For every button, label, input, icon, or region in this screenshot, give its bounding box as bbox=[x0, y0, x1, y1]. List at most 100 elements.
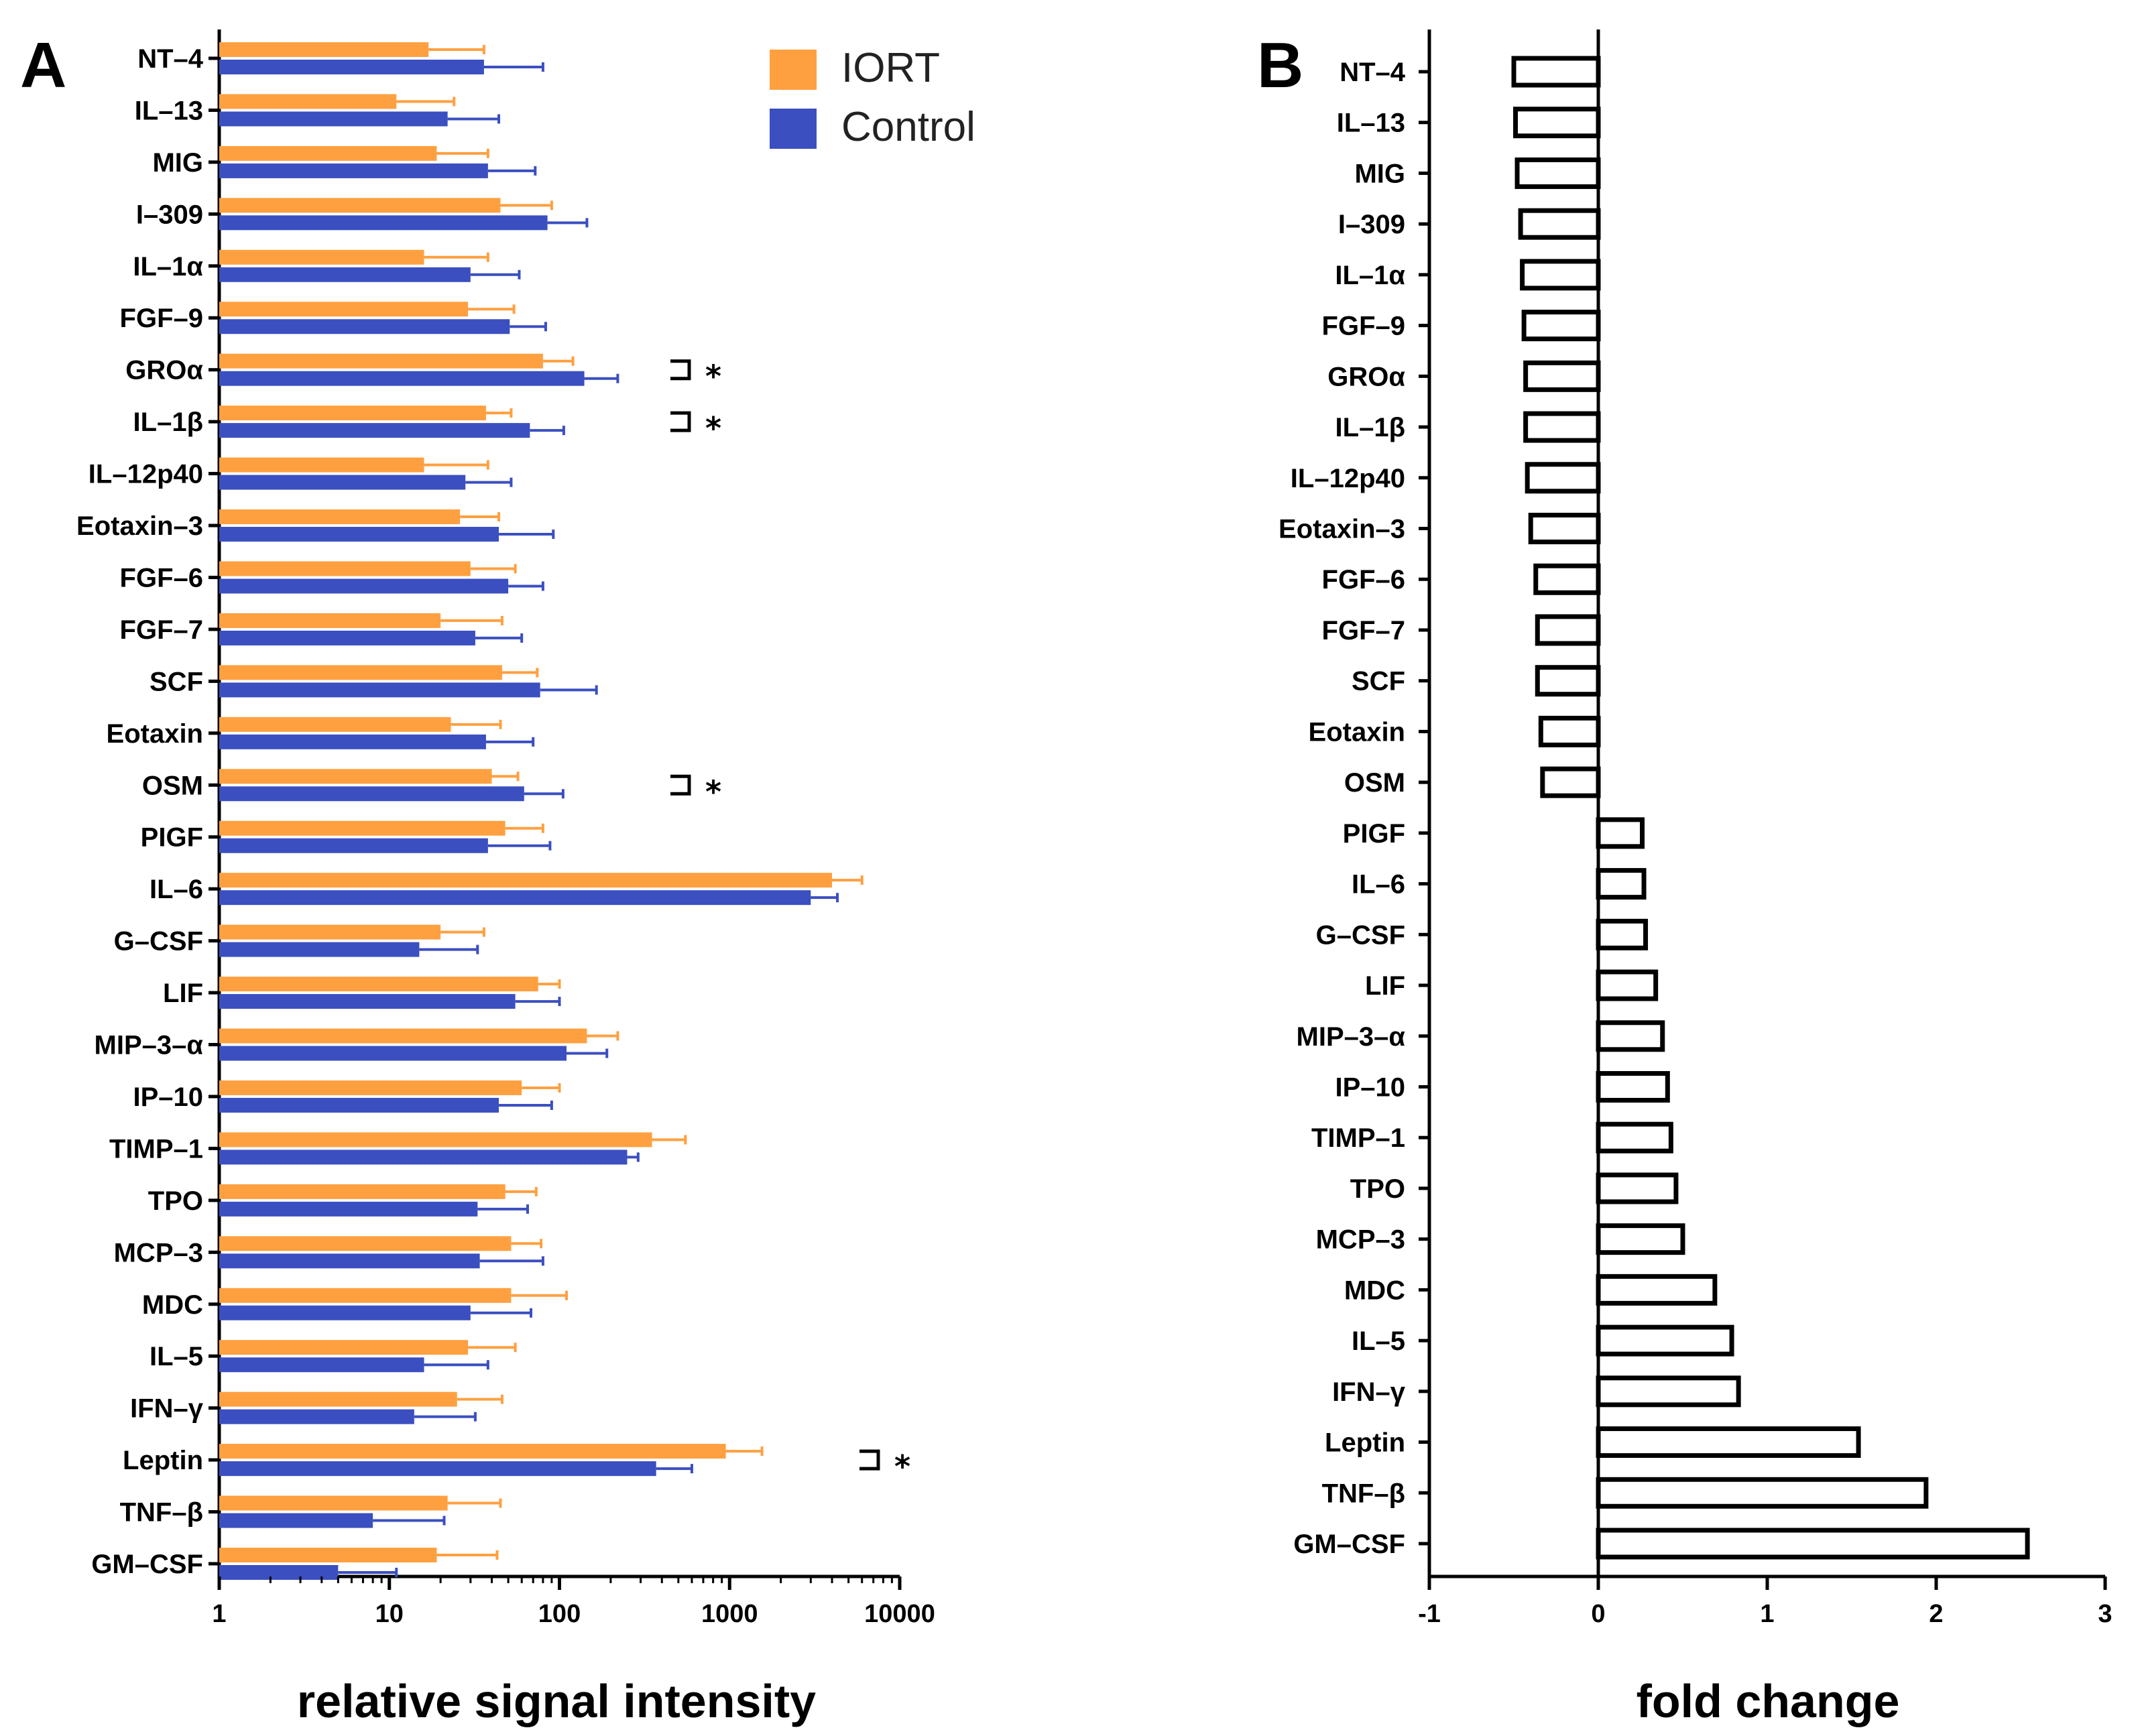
panel-b-category-label: IL–5 bbox=[1352, 1326, 1405, 1356]
significance-star: * bbox=[705, 773, 721, 810]
fold-change-bar bbox=[1596, 918, 1649, 950]
iort-bar bbox=[219, 820, 506, 836]
panel-a-category-label: IL–12p40 bbox=[88, 460, 203, 489]
panel-a-x-axis-title: relative signal intensity bbox=[297, 1675, 816, 1727]
panel-a-category-label: IL–5 bbox=[150, 1342, 203, 1371]
panel-a-category-label: LIF bbox=[163, 979, 203, 1008]
panel-b-category-label: Eotaxin bbox=[1309, 717, 1405, 747]
iort-bar bbox=[219, 1236, 512, 1251]
significance-star: * bbox=[705, 410, 721, 446]
fold-change-bar bbox=[1513, 107, 1601, 139]
panel-a-category-label: TPO bbox=[148, 1186, 203, 1216]
iort-bar bbox=[219, 1288, 512, 1303]
panel-a-category-label: IL–6 bbox=[150, 875, 203, 904]
control-bar bbox=[219, 319, 510, 334]
iort-bar bbox=[219, 1340, 469, 1355]
iort-bar bbox=[219, 94, 397, 109]
fold-change-bar bbox=[1535, 665, 1601, 697]
panel-b-category-label: TNF–β bbox=[1322, 1479, 1405, 1508]
panel-a-bars bbox=[219, 42, 833, 1580]
iort-bar bbox=[219, 1028, 587, 1044]
control-bar bbox=[219, 578, 509, 594]
control-bar bbox=[219, 734, 486, 749]
iort-bar bbox=[219, 302, 469, 317]
fold-change-bar bbox=[1596, 1172, 1679, 1204]
panel-a-category-label: Eotaxin–3 bbox=[76, 511, 203, 541]
panel-a-category-label: FGF–7 bbox=[120, 615, 203, 645]
iort-bar bbox=[219, 1132, 652, 1148]
fold-change-bar bbox=[1523, 360, 1601, 392]
panel-a-category-label: GM–CSF bbox=[91, 1550, 203, 1579]
fold-change-bar bbox=[1596, 1375, 1741, 1408]
panel-b-x-tick-label: 3 bbox=[2098, 1600, 2112, 1628]
panel-a: A NT–4 IL–13 MIG I–309 IL–1α FGF–9 GROα IL–1β IL… bbox=[20, 29, 975, 1727]
fold-change-bar bbox=[1596, 817, 1645, 849]
control-bar bbox=[219, 163, 488, 178]
panel-b-category-label: LIF bbox=[1365, 971, 1405, 1001]
panel-b-x-ticks: -1 0 1 2 3 bbox=[1418, 1576, 2113, 1628]
fold-change-bar bbox=[1596, 969, 1659, 1001]
fold-change-bar bbox=[1596, 1070, 1670, 1103]
iort-bar bbox=[219, 1548, 437, 1562]
panel-b-category-label: MCP–3 bbox=[1316, 1225, 1405, 1255]
panel-b-category-label: IP–10 bbox=[1335, 1072, 1405, 1102]
legend: IORT Control bbox=[770, 45, 975, 150]
panel-a-category-label: SCF bbox=[150, 667, 203, 696]
panel-b-x-tick-label: 0 bbox=[1591, 1600, 1605, 1628]
control-bar bbox=[219, 942, 420, 957]
panel-a-category-label: IL–13 bbox=[135, 96, 203, 125]
fold-change-bar bbox=[1520, 259, 1601, 291]
panel-b-categories: NT–4 IL–13 MIG I–309 IL–1α FGF–9 GROα IL–1β IL–1… bbox=[1279, 58, 1429, 1559]
iort-bar bbox=[219, 1391, 457, 1407]
iort-bar bbox=[219, 249, 424, 265]
significance-bracket bbox=[670, 774, 691, 796]
legend-swatch-iort bbox=[770, 50, 817, 90]
iort-bar bbox=[219, 457, 424, 473]
control-bar bbox=[219, 1046, 567, 1061]
control-bar bbox=[219, 267, 471, 282]
panel-a-category-label: TIMP–1 bbox=[109, 1134, 203, 1164]
panel-a-category-label: MCP–3 bbox=[114, 1238, 203, 1267]
fold-change-bar bbox=[1596, 868, 1647, 900]
control-bar bbox=[219, 890, 811, 906]
iort-bar bbox=[219, 873, 833, 888]
iort-bar bbox=[219, 1184, 506, 1199]
panel-b-category-label: NT–4 bbox=[1340, 58, 1406, 87]
legend-label-iort: IORT bbox=[841, 45, 940, 91]
panel-a-letter: A bbox=[20, 29, 66, 101]
iort-bar bbox=[219, 924, 441, 940]
control-bar bbox=[219, 630, 475, 645]
control-bar bbox=[219, 371, 585, 386]
control-bar bbox=[219, 423, 530, 438]
panel-a-category-label: IL–1α bbox=[133, 252, 203, 282]
fold-change-bar bbox=[1596, 1477, 1929, 1509]
panel-b-category-label: GM–CSF bbox=[1293, 1530, 1405, 1559]
control-bar bbox=[219, 60, 484, 74]
iort-bar bbox=[219, 353, 543, 369]
panel-a-x-tick-label: 1 bbox=[212, 1600, 226, 1628]
fold-change-bar bbox=[1596, 1121, 1673, 1154]
panel-b-category-label: IL–1α bbox=[1335, 261, 1405, 290]
panel-b-category-label: GROα bbox=[1327, 362, 1405, 391]
fold-change-bar bbox=[1521, 310, 1601, 342]
control-bar bbox=[219, 682, 540, 698]
panel-a-category-label: Leptin bbox=[123, 1446, 203, 1475]
fold-change-bar bbox=[1523, 411, 1601, 443]
fold-change-bar bbox=[1535, 614, 1601, 646]
panel-b-x-tick-label: 2 bbox=[1929, 1600, 1943, 1628]
fold-change-bar bbox=[1518, 208, 1601, 240]
panel-b-category-label: FGF–9 bbox=[1322, 312, 1405, 341]
control-bar bbox=[219, 1201, 478, 1217]
panel-b: B NT–4 IL–13 MIG I–309 IL–1α FGF–9 GROα IL–1β IL… bbox=[1257, 29, 2113, 1727]
panel-a-category-label: FGF–9 bbox=[120, 304, 203, 333]
panel-a-category-label: FGF–6 bbox=[120, 563, 203, 593]
panel-a-category-label: GROα bbox=[125, 356, 203, 385]
panel-b-category-label: MIP–3–α bbox=[1297, 1022, 1406, 1052]
panel-a-significance: * * * * bbox=[670, 359, 910, 1485]
fold-change-bar bbox=[1596, 1020, 1665, 1052]
significance-bracket bbox=[859, 1449, 880, 1471]
panel-b-category-label: PIGF bbox=[1343, 819, 1405, 849]
panel-a-category-label: MIG bbox=[152, 148, 203, 178]
control-bar bbox=[219, 527, 499, 542]
control-bar bbox=[219, 838, 488, 853]
